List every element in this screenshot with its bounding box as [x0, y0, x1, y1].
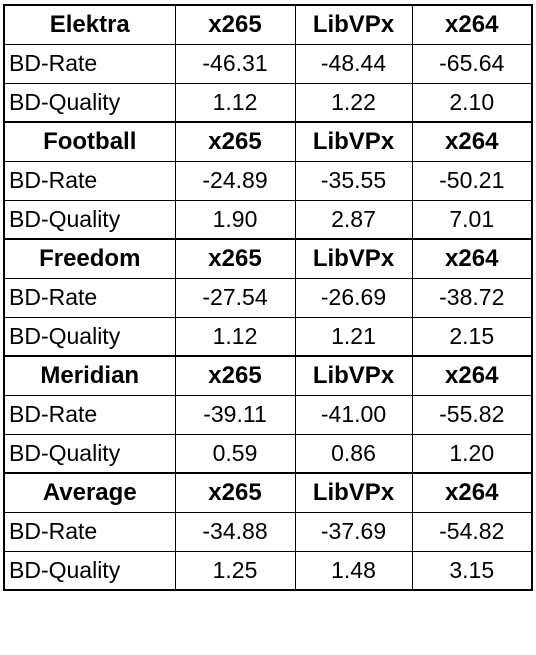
value-cell: 1.90	[174, 199, 296, 240]
value-cell: -26.69	[294, 277, 413, 318]
value-cell: -35.55	[294, 160, 413, 201]
value-cell: 2.15	[411, 316, 533, 357]
value-cell: 7.01	[411, 199, 533, 240]
metric-label-cell: BD-Quality	[3, 433, 176, 474]
value-cell: -27.54	[174, 277, 296, 318]
value-cell: 3.15	[411, 550, 533, 591]
metric-label-cell: BD-Rate	[3, 160, 176, 201]
video-name-cell: Football	[3, 121, 176, 162]
encoder-header-cell: LibVPx	[294, 121, 413, 162]
metric-label-cell: BD-Quality	[3, 199, 176, 240]
table-row: BD-Quality 0.59 0.86 1.20	[3, 433, 533, 474]
metric-label-cell: BD-Quality	[3, 82, 176, 123]
value-cell: -39.11	[174, 394, 296, 435]
value-cell: 1.21	[294, 316, 413, 357]
video-name-cell: Freedom	[3, 238, 176, 279]
encoder-header-cell: x265	[174, 355, 296, 396]
video-name-cell: Average	[3, 472, 176, 513]
encoder-header-cell: x265	[174, 121, 296, 162]
encoder-header-cell: LibVPx	[294, 4, 413, 45]
table-row: BD-Rate -27.54 -26.69 -38.72	[3, 277, 533, 318]
encoder-header-cell: LibVPx	[294, 238, 413, 279]
group-header-row: Meridian x265 LibVPx x264	[3, 355, 533, 396]
table-row: BD-Quality 1.25 1.48 3.15	[3, 550, 533, 591]
metric-label-cell: BD-Rate	[3, 511, 176, 552]
results-table: Elektra x265 LibVPx x264 BD-Rate -46.31 -48.44…	[3, 4, 533, 591]
value-cell: 0.59	[174, 433, 296, 474]
video-name-cell: Meridian	[3, 355, 176, 396]
value-cell: 1.12	[174, 82, 296, 123]
metric-label-cell: BD-Rate	[3, 277, 176, 318]
value-cell: 1.48	[294, 550, 413, 591]
value-cell: -50.21	[411, 160, 533, 201]
encoder-header-cell: LibVPx	[294, 355, 413, 396]
encoder-header-cell: x264	[411, 238, 533, 279]
metric-label-cell: BD-Rate	[3, 43, 176, 84]
value-cell: -55.82	[411, 394, 533, 435]
encoder-header-cell: x265	[174, 4, 296, 45]
table-row: BD-Rate -46.31 -48.44 -65.64	[3, 43, 533, 84]
value-cell: 2.87	[294, 199, 413, 240]
metric-label-cell: BD-Quality	[3, 550, 176, 591]
group-header-row: Football x265 LibVPx x264	[3, 121, 533, 162]
value-cell: 1.12	[174, 316, 296, 357]
value-cell: -38.72	[411, 277, 533, 318]
group-header-row: Elektra x265 LibVPx x264	[3, 4, 533, 45]
metric-label-cell: BD-Quality	[3, 316, 176, 357]
video-name-cell: Elektra	[3, 4, 176, 45]
value-cell: 0.86	[294, 433, 413, 474]
value-cell: -48.44	[294, 43, 413, 84]
encoder-header-cell: x265	[174, 472, 296, 513]
table-row: BD-Rate -24.89 -35.55 -50.21	[3, 160, 533, 201]
encoder-header-cell: LibVPx	[294, 472, 413, 513]
encoder-header-cell: x264	[411, 121, 533, 162]
group-header-row: Freedom x265 LibVPx x264	[3, 238, 533, 279]
encoder-header-cell: x265	[174, 238, 296, 279]
table-row: BD-Rate -34.88 -37.69 -54.82	[3, 511, 533, 552]
results-table-body: Elektra x265 LibVPx x264 BD-Rate -46.31 -48.44…	[3, 4, 533, 591]
value-cell: -24.89	[174, 160, 296, 201]
encoder-header-cell: x264	[411, 355, 533, 396]
metric-label-cell: BD-Rate	[3, 394, 176, 435]
value-cell: 2.10	[411, 82, 533, 123]
value-cell: -54.82	[411, 511, 533, 552]
value-cell: 1.20	[411, 433, 533, 474]
table-row: BD-Quality 1.12 1.21 2.15	[3, 316, 533, 357]
encoder-header-cell: x264	[411, 472, 533, 513]
group-header-row: Average x265 LibVPx x264	[3, 472, 533, 513]
table-row: BD-Quality 1.12 1.22 2.10	[3, 82, 533, 123]
encoder-header-cell: x264	[411, 4, 533, 45]
table-row: BD-Rate -39.11 -41.00 -55.82	[3, 394, 533, 435]
value-cell: 1.22	[294, 82, 413, 123]
table-row: BD-Quality 1.90 2.87 7.01	[3, 199, 533, 240]
value-cell: -65.64	[411, 43, 533, 84]
value-cell: -34.88	[174, 511, 296, 552]
value-cell: -41.00	[294, 394, 413, 435]
value-cell: -37.69	[294, 511, 413, 552]
value-cell: 1.25	[174, 550, 296, 591]
value-cell: -46.31	[174, 43, 296, 84]
